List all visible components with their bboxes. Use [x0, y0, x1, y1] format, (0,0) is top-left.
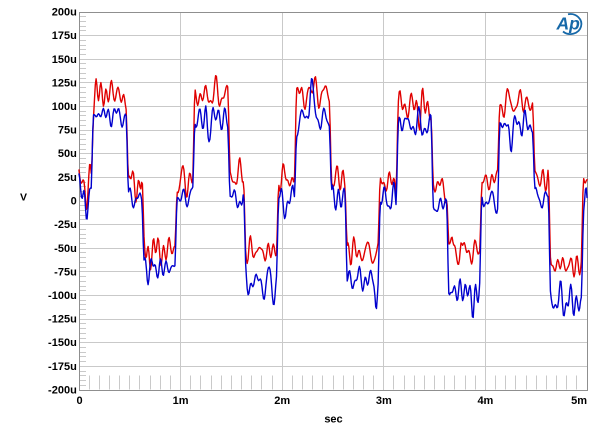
svg-text:50u: 50u	[58, 148, 77, 160]
svg-text:Ap: Ap	[556, 14, 581, 34]
svg-text:75u: 75u	[58, 125, 77, 137]
svg-text:200u: 200u	[52, 7, 77, 19]
svg-text:150u: 150u	[52, 54, 77, 66]
svg-text:-200u: -200u	[48, 385, 77, 397]
svg-text:100u: 100u	[52, 101, 77, 113]
svg-text:2m: 2m	[274, 395, 290, 407]
svg-text:4m: 4m	[477, 395, 493, 407]
svg-text:1m: 1m	[173, 395, 189, 407]
svg-text:-150u: -150u	[48, 337, 77, 349]
svg-text:25u: 25u	[58, 172, 77, 184]
svg-text:-25u: -25u	[54, 219, 77, 231]
svg-text:sec: sec	[324, 414, 342, 426]
svg-text:-75u: -75u	[54, 266, 77, 278]
svg-text:3m: 3m	[376, 395, 392, 407]
svg-text:-100u: -100u	[48, 290, 77, 302]
svg-text:V: V	[20, 192, 27, 204]
svg-text:0: 0	[76, 395, 82, 407]
svg-text:175u: 175u	[52, 30, 77, 42]
svg-text:-175u: -175u	[48, 361, 77, 373]
svg-text:5m: 5m	[571, 395, 587, 407]
svg-text:0: 0	[71, 196, 77, 208]
svg-text:-50u: -50u	[54, 243, 77, 255]
svg-text:125u: 125u	[52, 77, 77, 89]
svg-text:-125u: -125u	[48, 314, 77, 326]
